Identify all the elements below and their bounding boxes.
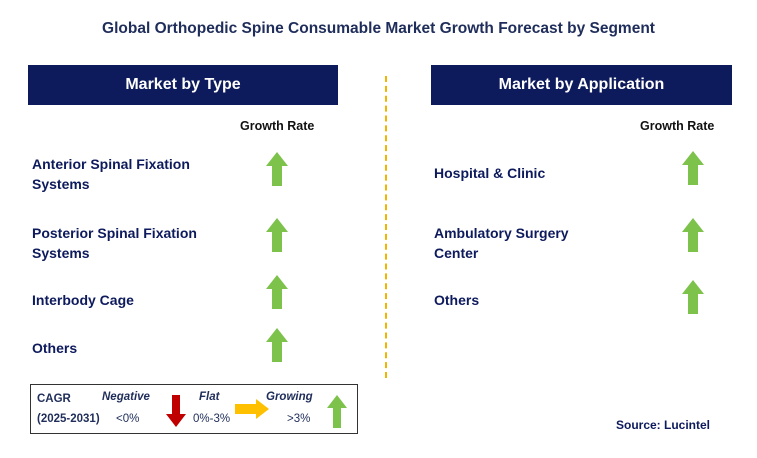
up-arrow-icon xyxy=(327,395,347,428)
legend-period: (2025-2031) xyxy=(37,413,100,425)
type-row-anterior: Anterior Spinal Fixation Systems xyxy=(32,156,190,192)
right-arrow-icon xyxy=(235,399,269,419)
up-arrow-icon xyxy=(682,218,704,252)
up-arrow-icon xyxy=(266,328,288,362)
legend-cagr-label: CAGR xyxy=(37,393,71,405)
cagr-legend: CAGR (2025-2031) Negative <0% Flat 0%-3%… xyxy=(30,384,358,434)
up-arrow-icon xyxy=(266,152,288,186)
legend-flat-range: 0%-3% xyxy=(193,413,231,425)
legend-negative-label: Negative xyxy=(102,391,150,403)
down-arrow-icon xyxy=(166,395,186,427)
legend-negative-range: <0% xyxy=(116,413,140,425)
app-row-hospital: Hospital & Clinic xyxy=(434,165,546,181)
app-row-others: Others xyxy=(434,292,480,308)
right-growth-rate-header: Growth Rate xyxy=(640,119,715,133)
left-growth-rate-header: Growth Rate xyxy=(240,119,315,133)
legend-growing-label: Growing xyxy=(266,391,313,403)
up-arrow-icon xyxy=(682,151,704,185)
market-by-application-header: Market by Application xyxy=(431,65,732,105)
market-by-type-header: Market by Type xyxy=(28,65,338,105)
up-arrow-icon xyxy=(266,218,288,252)
type-row-posterior: Posterior Spinal Fixation Systems xyxy=(32,225,197,261)
app-row-ambulatory: Ambulatory Surgery Center xyxy=(434,225,569,261)
type-row-interbody: Interbody Cage xyxy=(32,292,134,308)
legend-flat-label: Flat xyxy=(199,391,220,403)
type-row-others: Others xyxy=(32,340,78,356)
panel-divider xyxy=(385,76,387,378)
up-arrow-icon xyxy=(266,275,288,309)
legend-growing-range: >3% xyxy=(287,413,311,425)
up-arrow-icon xyxy=(682,280,704,314)
source-note: Source: Lucintel xyxy=(616,418,711,432)
chart-title: Global Orthopedic Spine Consumable Marke… xyxy=(102,20,655,37)
